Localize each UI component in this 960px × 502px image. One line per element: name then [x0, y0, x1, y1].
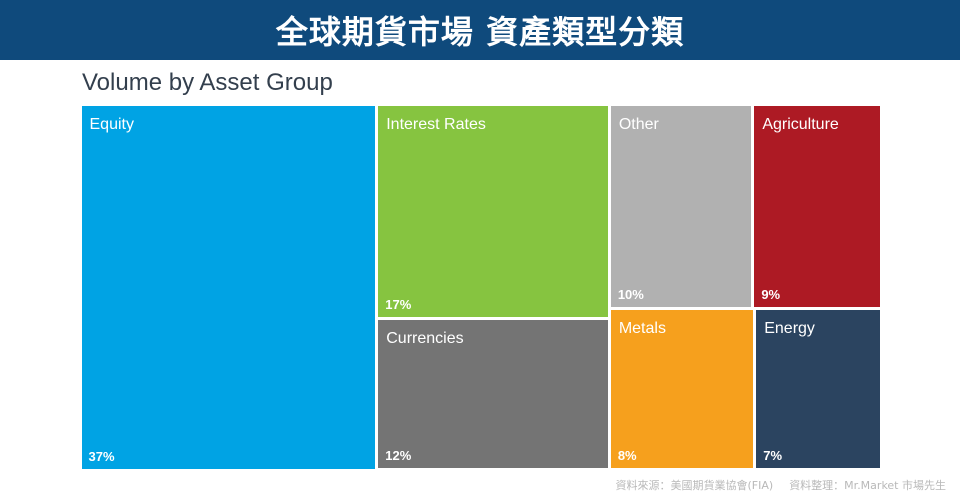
treemap-value-energy: 7%: [763, 448, 783, 464]
chart-title: Volume by Asset Group: [82, 69, 333, 96]
treemap-value-metals: 8%: [617, 448, 637, 464]
treemap-label-equity: Equity: [89, 115, 134, 133]
treemap-cell-other: Other 10%: [610, 105, 752, 308]
treemap-value-other: 10%: [617, 287, 644, 303]
treemap-cell-agriculture: Agriculture 9%: [754, 105, 881, 308]
treemap-cell-interest-rates: Interest Rates 17%: [378, 105, 608, 318]
treemap-cell-currencies: Currencies 12%: [378, 320, 608, 469]
treemap-value-currencies: 12%: [385, 448, 412, 464]
source-note: 資料來源：美國期貨業協會(FIA) 資料整理：Mr.Market 市場先生: [616, 477, 947, 493]
treemap-label-agriculture: Agriculture: [762, 115, 839, 133]
compiled-by-text: 資料整理：Mr.Market 市場先生: [789, 479, 946, 492]
treemap-label-energy: Energy: [764, 320, 815, 338]
source-text: 資料來源：美國期貨業協會(FIA): [615, 479, 774, 492]
treemap-cell-metals: Metals 8%: [610, 310, 754, 469]
treemap-cell-energy: Energy 7%: [756, 310, 881, 469]
treemap-label-currencies: Currencies: [386, 330, 464, 348]
treemap-value-interest-rates: 17%: [385, 297, 412, 313]
banner-title: 全球期貨市場 資產類型分類: [0, 0, 960, 60]
treemap-label-metals: Metals: [618, 320, 666, 338]
treemap-value-agriculture: 9%: [761, 287, 781, 303]
treemap-cell-equity: Equity 37%: [81, 105, 376, 469]
treemap-label-interest-rates: Interest Rates: [386, 115, 486, 133]
treemap-value-equity: 37%: [88, 448, 115, 464]
treemap-label-other: Other: [618, 115, 659, 133]
